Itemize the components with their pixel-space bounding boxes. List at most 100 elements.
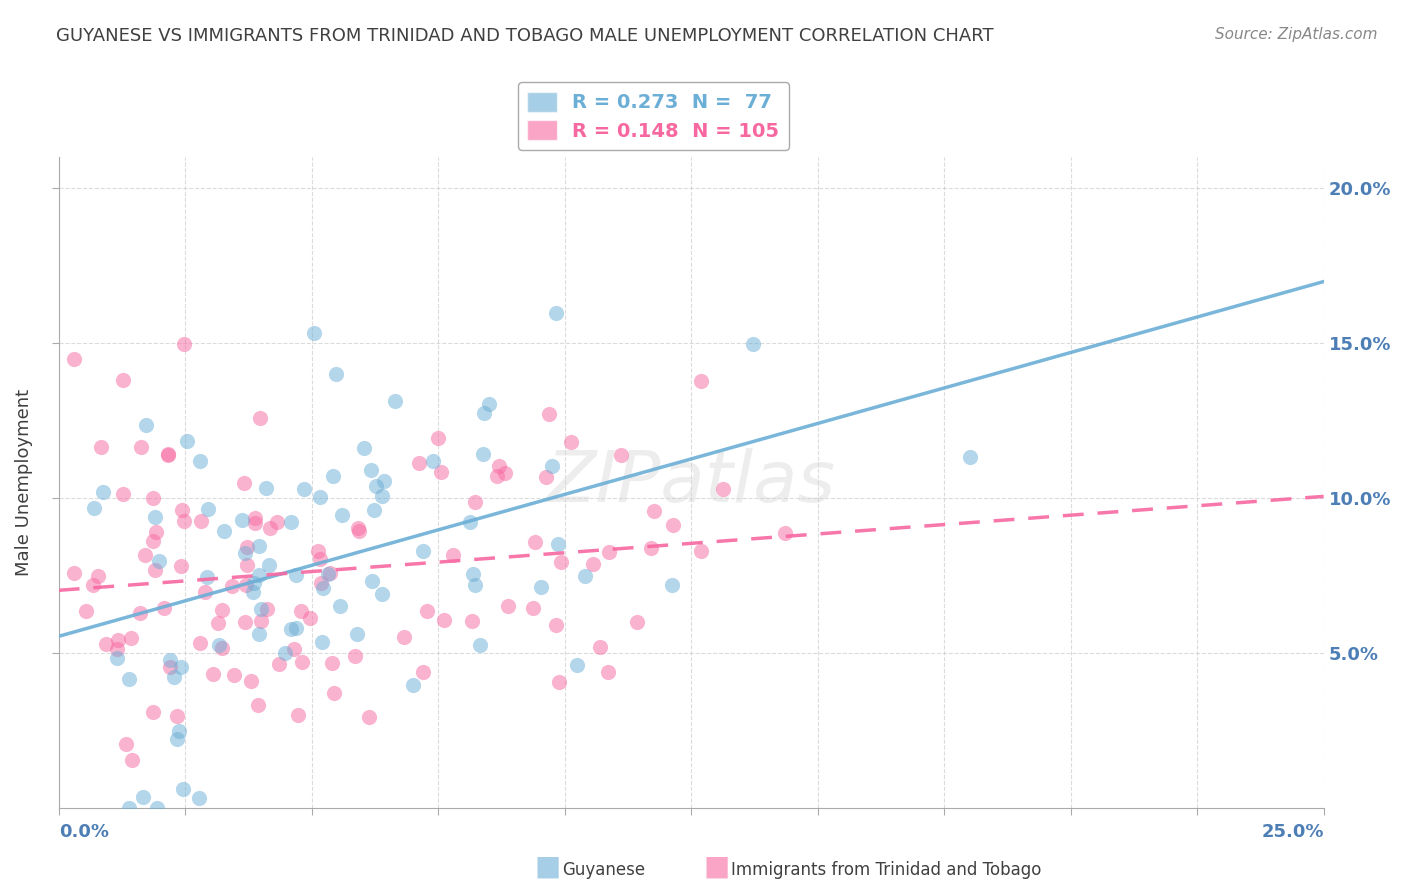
Guyanese (118, 672, 141, 686)
Guyanese (159, 653, 181, 667)
Guyanese (373, 474, 395, 488)
Immigrants from Trinidad and Tobago (142, 491, 165, 506)
Immigrants from Trinidad and Tobago (224, 668, 246, 682)
Immigrants from Trinidad and Tobago (524, 534, 547, 549)
Guyanese (402, 678, 425, 692)
Immigrants from Trinidad and Tobago (259, 521, 281, 535)
Text: 0.0%: 0.0% (59, 822, 108, 840)
Immigrants from Trinidad and Tobago (236, 540, 259, 554)
Immigrants from Trinidad and Tobago (550, 556, 572, 570)
Immigrants from Trinidad and Tobago (221, 579, 243, 593)
Immigrants from Trinidad and Tobago (170, 503, 193, 517)
Guyanese (247, 568, 270, 582)
Immigrants from Trinidad and Tobago (309, 552, 332, 566)
Guyanese (661, 578, 683, 592)
Guyanese (83, 501, 105, 516)
Immigrants from Trinidad and Tobago (156, 447, 179, 461)
Immigrants from Trinidad and Tobago (62, 352, 84, 367)
Guyanese (322, 468, 344, 483)
Immigrants from Trinidad and Tobago (426, 431, 449, 445)
Guyanese (254, 481, 277, 495)
Guyanese (363, 502, 385, 516)
Guyanese (233, 546, 256, 560)
Immigrants from Trinidad and Tobago (610, 448, 633, 462)
Guyanese (243, 576, 266, 591)
Immigrants from Trinidad and Tobago (488, 458, 510, 473)
Guyanese (360, 463, 382, 477)
Immigrants from Trinidad and Tobago (243, 516, 266, 530)
Guyanese (360, 574, 382, 588)
Guyanese (118, 801, 141, 815)
Guyanese (353, 441, 375, 455)
Immigrants from Trinidad and Tobago (283, 641, 305, 656)
Immigrants from Trinidad and Tobago (235, 578, 257, 592)
Immigrants from Trinidad and Tobago (711, 483, 734, 497)
Text: Immigrants from Trinidad and Tobago: Immigrants from Trinidad and Tobago (731, 861, 1042, 879)
Text: Guyanese: Guyanese (562, 861, 645, 879)
Immigrants from Trinidad and Tobago (522, 600, 544, 615)
Immigrants from Trinidad and Tobago (246, 698, 269, 712)
Guyanese (530, 580, 553, 594)
Legend: R = 0.273  N =  77, R = 0.148  N = 105: R = 0.273 N = 77, R = 0.148 N = 105 (517, 82, 789, 151)
Text: GUYANESE VS IMMIGRANTS FROM TRINIDAD AND TOBAGO MALE UNEMPLOYMENT CORRELATION CH: GUYANESE VS IMMIGRANTS FROM TRINIDAD AND… (56, 27, 994, 45)
Guyanese (478, 397, 501, 411)
Guyanese (959, 450, 981, 464)
Immigrants from Trinidad and Tobago (496, 599, 519, 613)
Immigrants from Trinidad and Tobago (349, 524, 371, 538)
Immigrants from Trinidad and Tobago (170, 559, 193, 574)
Immigrants from Trinidad and Tobago (689, 374, 711, 388)
Immigrants from Trinidad and Tobago (156, 448, 179, 462)
Immigrants from Trinidad and Tobago (115, 737, 138, 751)
Immigrants from Trinidad and Tobago (121, 753, 143, 767)
Immigrants from Trinidad and Tobago (145, 524, 167, 539)
Guyanese (458, 515, 481, 529)
Immigrants from Trinidad and Tobago (643, 504, 665, 518)
Guyanese (170, 660, 193, 674)
Guyanese (308, 490, 330, 504)
Immigrants from Trinidad and Tobago (111, 487, 134, 501)
Immigrants from Trinidad and Tobago (193, 584, 215, 599)
Guyanese (132, 790, 155, 805)
Immigrants from Trinidad and Tobago (323, 685, 346, 699)
Guyanese (544, 306, 567, 320)
Guyanese (242, 584, 264, 599)
Immigrants from Trinidad and Tobago (243, 511, 266, 525)
Immigrants from Trinidad and Tobago (537, 408, 560, 422)
Immigrants from Trinidad and Tobago (201, 667, 224, 681)
Immigrants from Trinidad and Tobago (318, 566, 340, 580)
Immigrants from Trinidad and Tobago (128, 606, 150, 620)
Guyanese (325, 368, 347, 382)
Guyanese (371, 587, 394, 601)
Immigrants from Trinidad and Tobago (166, 709, 188, 723)
Guyanese (169, 723, 191, 738)
Guyanese (346, 627, 368, 641)
Immigrants from Trinidad and Tobago (249, 614, 271, 628)
Guyanese (105, 650, 128, 665)
Immigrants from Trinidad and Tobago (548, 675, 571, 690)
Immigrants from Trinidad and Tobago (433, 613, 456, 627)
Immigrants from Trinidad and Tobago (662, 517, 685, 532)
Immigrants from Trinidad and Tobago (560, 434, 582, 449)
Immigrants from Trinidad and Tobago (266, 515, 288, 529)
Immigrants from Trinidad and Tobago (464, 495, 486, 509)
Guyanese (135, 417, 157, 432)
Immigrants from Trinidad and Tobago (394, 630, 416, 644)
Guyanese (190, 454, 212, 468)
Guyanese (541, 459, 564, 474)
Immigrants from Trinidad and Tobago (256, 601, 278, 615)
Immigrants from Trinidad and Tobago (461, 614, 484, 628)
Text: ■: ■ (703, 852, 730, 880)
Immigrants from Trinidad and Tobago (239, 673, 262, 688)
Guyanese (91, 484, 114, 499)
Guyanese (329, 599, 352, 613)
Immigrants from Trinidad and Tobago (416, 604, 439, 618)
Guyanese (148, 554, 170, 568)
Immigrants from Trinidad and Tobago (159, 659, 181, 673)
Immigrants from Trinidad and Tobago (173, 514, 195, 528)
Guyanese (302, 326, 325, 341)
Guyanese (311, 634, 333, 648)
Immigrants from Trinidad and Tobago (82, 577, 104, 591)
Immigrants from Trinidad and Tobago (596, 665, 619, 679)
Guyanese (364, 479, 387, 493)
Immigrants from Trinidad and Tobago (207, 615, 229, 630)
